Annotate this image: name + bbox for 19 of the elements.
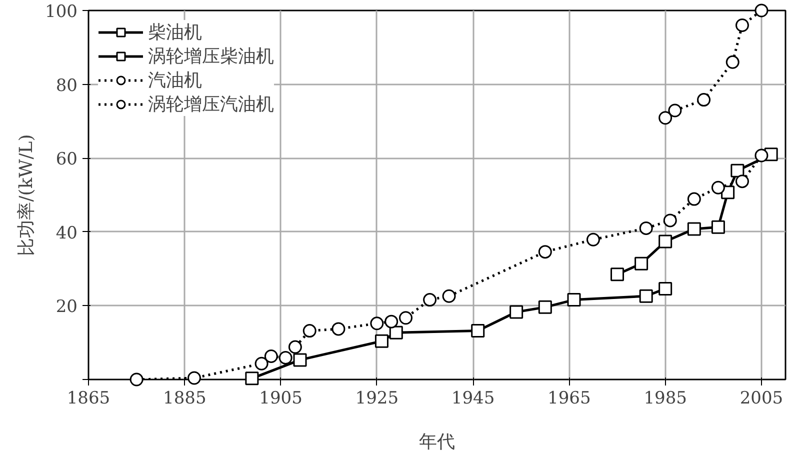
- x-tick-label: 1905: [259, 388, 302, 408]
- y-tick-label: 100: [45, 2, 78, 22]
- y-tick-label: 40: [56, 223, 78, 244]
- y-tick-label: 80: [56, 76, 78, 96]
- x-tick-label: 1945: [451, 388, 495, 408]
- y-tick-label: 20: [56, 297, 78, 318]
- x-tick-label: 1885: [163, 388, 206, 408]
- legend-label: 涡轮增压柴油机: [148, 45, 274, 68]
- x-tick-label: 2005: [740, 388, 784, 408]
- x-tick-label: 1925: [355, 388, 399, 408]
- y-tick-label: 60: [56, 150, 78, 170]
- y-axis-title: 比功率/(kW/L): [16, 134, 38, 256]
- x-tick-label: 1985: [644, 388, 687, 408]
- legend-label: 汽油机: [148, 69, 202, 92]
- x-axis-title: 年代: [419, 432, 455, 452]
- x-tick-label: 1965: [548, 388, 591, 408]
- x-tick-label: 1865: [66, 388, 110, 408]
- legend-label: 涡轮增压汽油机: [148, 93, 274, 116]
- legend-label: 柴油机: [148, 21, 202, 44]
